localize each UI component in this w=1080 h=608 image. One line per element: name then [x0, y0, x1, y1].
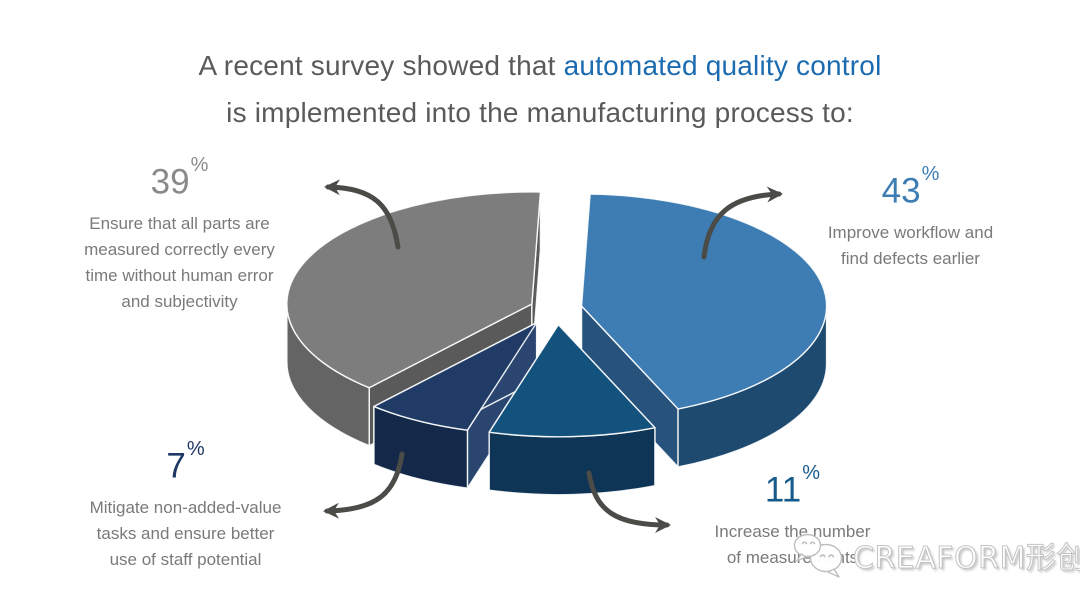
pie-slices — [286, 191, 828, 496]
desc-7: Mitigate non-added-value tasks and ensur… — [58, 495, 313, 573]
desc-7-line: tasks and ensure better — [96, 523, 275, 543]
title-line1-gray: A recent survey showed that — [198, 50, 556, 81]
arrow-to-39-label — [324, 179, 401, 250]
pct-11-value: 11 — [764, 470, 802, 510]
desc-39-line: Ensure that all parts are — [89, 213, 270, 233]
title-line-1: A recent survey showed that automated qua… — [0, 42, 1080, 89]
label-39-percent: 39% Ensure that all parts are measured c… — [52, 154, 307, 315]
pct-7: 7% — [58, 438, 313, 486]
pie-slice-11pct — [488, 324, 656, 496]
label-7-percent: 7% Mitigate non-added-value tasks and en… — [58, 438, 313, 573]
desc-43-line: find defects earlier — [841, 248, 980, 268]
arrow-to-43-label — [701, 186, 783, 260]
desc-11-line: Increase the number — [714, 521, 871, 541]
pct-11: 11% — [670, 462, 915, 510]
pct-43-value: 43 — [881, 171, 921, 211]
desc-39-line: measured correctly every — [84, 239, 275, 259]
slice-top — [286, 191, 542, 389]
pie-slice-43pct — [580, 193, 828, 468]
desc-39: Ensure that all parts are measured corre… — [52, 211, 307, 315]
slice-rim — [488, 427, 656, 496]
chart-title: A recent survey showed that automated qua… — [0, 42, 1080, 136]
arrow-to-7-label — [323, 451, 405, 519]
label-43-percent: 43% Improve workflow and find defects ea… — [788, 163, 1033, 272]
percent-sign: % — [186, 438, 205, 460]
title-line1-blue: automated quality control — [563, 50, 882, 81]
pct-7-value: 7 — [166, 446, 186, 486]
slice-top — [373, 321, 538, 431]
pie-slice-7pct — [373, 321, 538, 489]
pct-43: 43% — [788, 163, 1033, 211]
slice-top — [580, 193, 828, 410]
callout-arrows — [323, 179, 783, 533]
title-line-2: is implemented into the manufacturing pr… — [226, 97, 854, 128]
percent-sign: % — [190, 154, 209, 176]
desc-39-line: time without human error — [85, 265, 274, 285]
desc-39-line: and subjectivity — [121, 291, 238, 311]
desc-7-line: Mitigate non-added-value — [89, 497, 282, 517]
desc-43: Improve workflow and find defects earlie… — [788, 220, 1033, 272]
wechat-bubbles-icon — [793, 533, 843, 578]
desc-43-line: Improve workflow and — [827, 222, 994, 242]
pct-39-value: 39 — [150, 162, 190, 202]
slice-top — [488, 324, 656, 438]
watermark-text: CREAFORM形创 — [853, 541, 1080, 577]
pct-39: 39% — [52, 154, 307, 202]
watermark: CREAFORM形创 — [792, 530, 1080, 580]
percent-sign: % — [921, 163, 940, 185]
percent-sign: % — [802, 462, 821, 484]
desc-7-line: use of staff potential — [109, 549, 262, 569]
arrow-to-11-label — [586, 470, 671, 533]
